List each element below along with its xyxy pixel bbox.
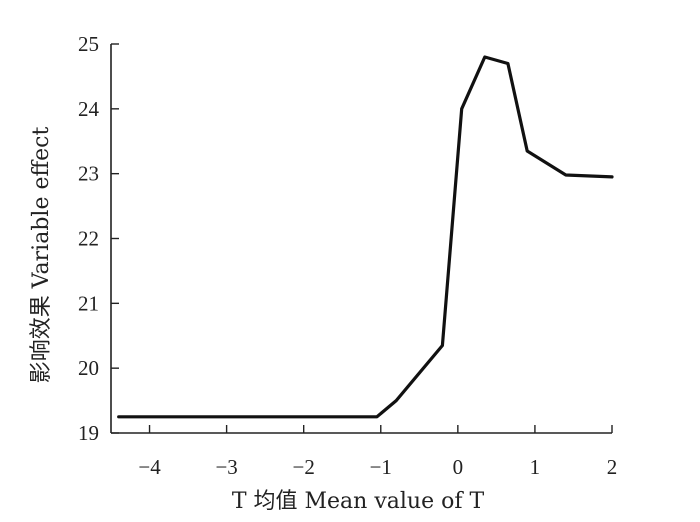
- x-tick-label: −4: [138, 455, 161, 479]
- x-tick-label: 2: [607, 455, 618, 479]
- y-tick-label: 23: [78, 162, 99, 186]
- y-axis: 19 20 21 22 23 24 25: [78, 32, 119, 445]
- x-ticks: −4 −3 −2 −1 0 1 2: [138, 425, 617, 479]
- y-tick-label: 21: [78, 291, 99, 315]
- x-tick-label: −2: [293, 455, 315, 479]
- y-ticks: 19 20 21 22 23 24 25: [78, 32, 119, 445]
- x-tick-label: −1: [370, 455, 392, 479]
- y-axis-label: 影响效果 Variable effect: [29, 127, 54, 384]
- x-tick-label: 1: [530, 455, 541, 479]
- y-tick-label: 25: [78, 32, 99, 56]
- x-tick-label: −3: [215, 455, 237, 479]
- series-layer: [117, 55, 614, 419]
- x-axis-label: T 均值 Mean value of T: [232, 489, 485, 514]
- x-axis: −4 −3 −2 −1 0 1 2: [111, 425, 617, 479]
- y-tick-label: 24: [78, 97, 100, 121]
- series-line: [117, 55, 614, 419]
- y-tick-label: 20: [78, 356, 99, 380]
- y-tick-label: 19: [78, 421, 99, 445]
- y-tick-label: 22: [78, 227, 99, 251]
- x-tick-label: 0: [453, 455, 464, 479]
